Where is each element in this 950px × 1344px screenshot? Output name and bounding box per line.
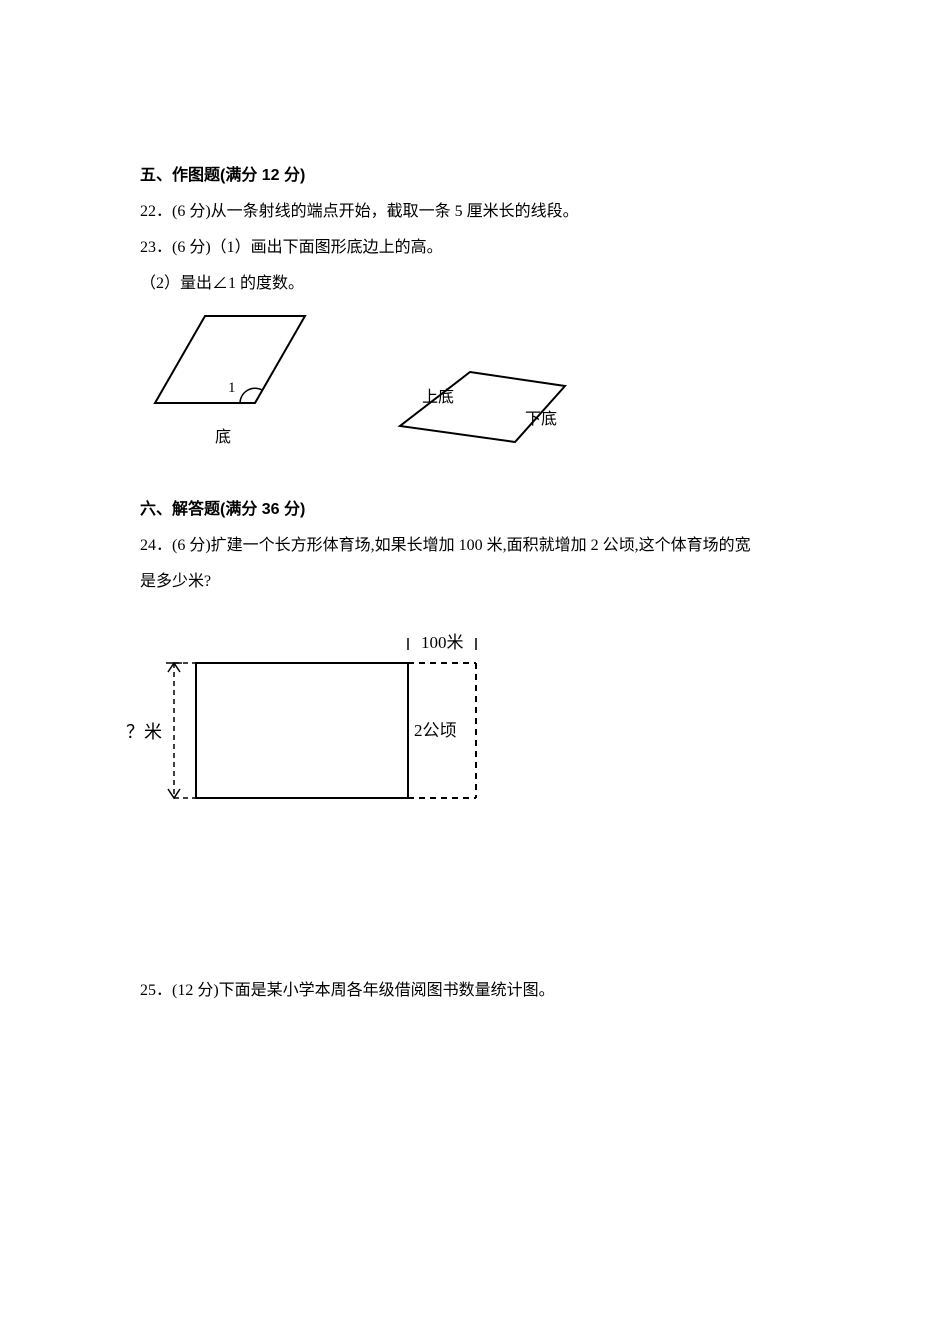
fig24-100m-label: 100米: [421, 633, 464, 652]
figure-rectangle-expansion: 100米 2公顷 ？米: [126, 628, 810, 830]
trapezoid-top-label: 上底: [422, 388, 454, 406]
figure-trapezoid: 上底 下底: [380, 364, 580, 454]
section-6-title: 六、解答题(满分 36 分): [140, 494, 810, 526]
question-24-line1: 24．(6 分)扩建一个长方形体育场,如果长增加 100 米,面积就增加 2 公…: [140, 530, 810, 562]
question-23-line1: 23．(6 分)（1）画出下面图形底边上的高。: [140, 232, 810, 264]
fig24-area-label: 2公顷: [414, 721, 457, 740]
question-22: 22．(6 分)从一条射线的端点开始，截取一条 5 厘米长的线段。: [140, 196, 810, 228]
parallelogram-bottom-label: 底: [136, 422, 310, 454]
fig24-left-label: ？米: [126, 722, 162, 742]
angle-1-label: 1: [228, 380, 236, 396]
question-25: 25．(12 分)下面是某小学本周各年级借阅图书数量统计图。: [140, 975, 810, 1007]
question-23-line2: （2）量出∠1 的度数。: [140, 268, 810, 300]
figure-row-q23: 1 底 上底 下底: [150, 308, 810, 454]
question-24-line2: 是多少米?: [140, 566, 810, 598]
figure-parallelogram: 1 底: [150, 308, 310, 454]
trapezoid-bottom-label: 下底: [525, 410, 557, 428]
section-5-title: 五、作图题(满分 12 分): [140, 160, 810, 192]
